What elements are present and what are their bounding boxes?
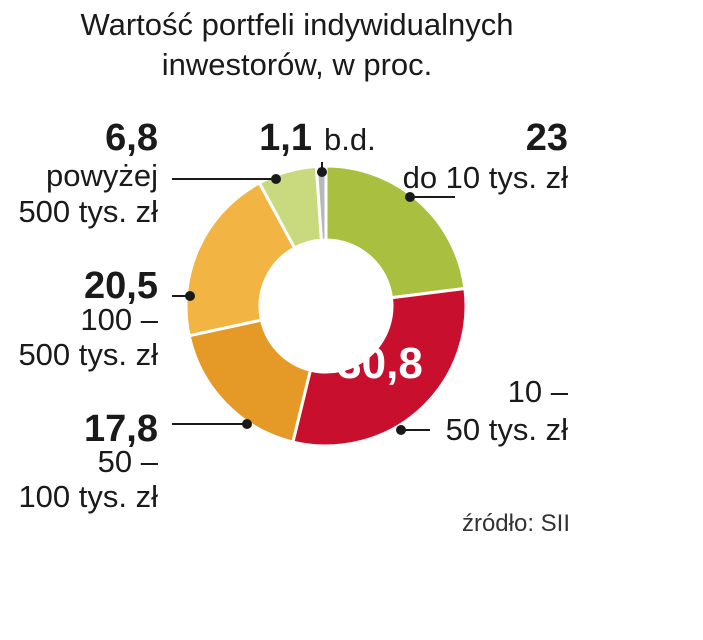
slice-label-4-0: powyżej [46, 158, 158, 193]
slice-label-3-0: 100 – [80, 302, 158, 337]
leader-dot-4 [271, 174, 281, 184]
donut-slices [184, 164, 468, 448]
slice-label-1-1: 50 tys. zł [446, 412, 568, 447]
slice-value-1: 30,8 [337, 339, 423, 388]
slice-label-2-1: 100 tys. zł [18, 479, 158, 514]
leader-dot-3 [185, 291, 195, 301]
slice-label-0-0: do 10 tys. zł [403, 160, 569, 195]
slice-value-5: 1,1 [259, 117, 312, 159]
slice-value-2: 17,8 [84, 408, 158, 450]
slice-2 [187, 318, 313, 444]
chart-title-line2: inwestorów, w proc. [162, 47, 433, 82]
slice-value-0: 23 [526, 117, 568, 159]
slice-1 [291, 286, 468, 448]
source-note: źródło: SII [462, 510, 570, 537]
slice-value-4: 6,8 [105, 117, 158, 159]
chart-title-line1: Wartość portfeli indywidualnych [80, 7, 513, 42]
leader-dot-5 [317, 167, 327, 177]
slice-5 [314, 164, 328, 242]
leader-dot-1 [396, 425, 406, 435]
slice-label-4-1: 500 tys. zł [18, 194, 158, 229]
slice-label-5-0: b.d. [324, 122, 376, 157]
slice-label-1-0: 10 – [508, 374, 569, 409]
slice-3 [184, 180, 297, 338]
slice-0 [324, 164, 467, 300]
leader-dot-2 [242, 419, 252, 429]
slice-value-3: 20,5 [84, 265, 158, 307]
slice-label-3-1: 500 tys. zł [18, 337, 158, 372]
leader-dot-0 [405, 192, 415, 202]
slice-label-2-0: 50 – [98, 444, 159, 479]
